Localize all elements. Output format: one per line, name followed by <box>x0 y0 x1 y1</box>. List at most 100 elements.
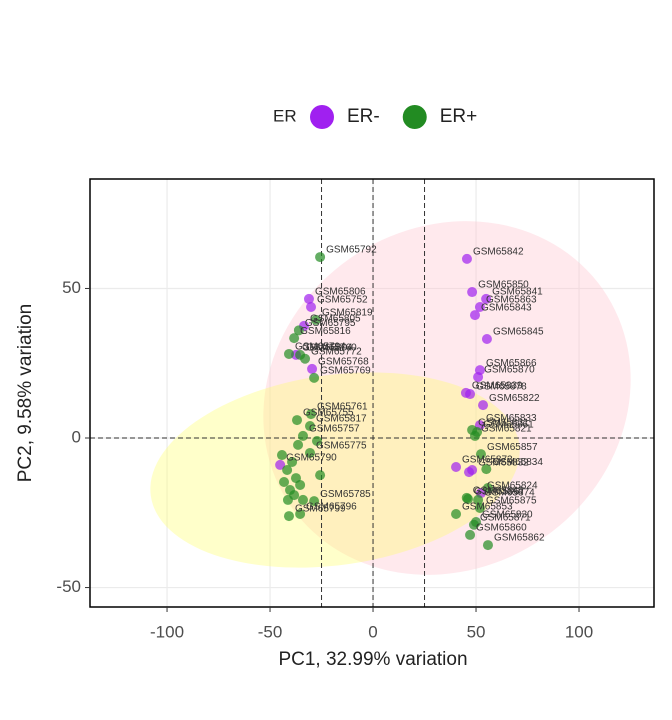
legend-key <box>310 105 334 129</box>
point <box>482 482 493 493</box>
point <box>461 253 472 264</box>
point-label: GSM65860 <box>476 523 527 534</box>
point <box>289 333 300 344</box>
point <box>481 464 492 475</box>
point <box>481 334 492 345</box>
x-tick-label: 50 <box>467 622 486 641</box>
point-label: GSM65816 <box>300 326 351 337</box>
x-tick-label: 0 <box>368 622 377 641</box>
point-label: GSM65794 <box>295 342 346 353</box>
point-label: GSM65785 <box>320 489 371 500</box>
point-label: GSM65834 <box>492 457 543 468</box>
point-label: GSM65757 <box>309 424 360 435</box>
y-axis-title: PC2, 9.58% variation <box>15 304 36 483</box>
point <box>475 449 486 460</box>
point <box>468 519 479 530</box>
point-label: GSM65772 <box>311 346 362 357</box>
point <box>297 430 308 441</box>
point-label: GSM65760 <box>306 343 357 354</box>
point <box>451 462 462 473</box>
point-label: GSM65831 <box>478 418 529 429</box>
point-label: GSM65841 <box>492 287 543 298</box>
point-label: GSM65871 <box>480 512 531 523</box>
point-label: GSM65850 <box>478 280 529 291</box>
point <box>482 540 493 551</box>
point <box>469 310 480 321</box>
point <box>306 409 317 420</box>
point-label: GSM65805 <box>310 313 361 324</box>
point <box>473 371 484 382</box>
point-label: GSM65817 <box>316 414 367 425</box>
point <box>309 372 320 383</box>
point <box>310 314 321 325</box>
point-label: GSM65806 <box>315 287 366 298</box>
point-label: GSM65833 <box>486 413 537 424</box>
legend: ER ER- ER+ <box>273 105 477 129</box>
point <box>293 325 304 336</box>
point-label: GSM65862 <box>494 533 545 544</box>
point-label: GSM65761 <box>317 402 368 413</box>
point <box>295 508 306 519</box>
point-label: GSM65768 <box>318 357 369 368</box>
point-label: GSM65822 <box>489 393 540 404</box>
point-label: GSM65799 <box>295 504 346 515</box>
ellipses <box>150 221 631 575</box>
ellipse-er-pos <box>150 372 520 568</box>
point-label: GSM65790 <box>286 453 337 464</box>
plot-border <box>89 178 655 608</box>
point-label: GSM65796 <box>306 502 357 513</box>
point-label: GSM65873 <box>462 455 513 466</box>
point-label: GSM65848 <box>473 485 524 496</box>
point-label: GSM65878 <box>476 382 527 393</box>
y-tick-label: -50 <box>56 577 81 596</box>
point-label: GSM65769 <box>320 366 371 377</box>
point <box>465 389 476 400</box>
point-label: GSM65867 <box>474 487 525 498</box>
point-label: GSM65804 <box>302 343 353 354</box>
point-label: GSM65842 <box>473 246 524 257</box>
point-label: GSM65866 <box>486 358 537 369</box>
x-tick-label: -50 <box>258 622 283 641</box>
point-label: GSM65875 <box>486 496 537 507</box>
axes: -100 -50 0 50 100 -50 0 50 <box>56 278 593 642</box>
point <box>464 467 475 478</box>
point-label: GSM65853 <box>462 502 513 513</box>
point <box>474 503 485 514</box>
point <box>287 456 298 467</box>
y-tick-label: 50 <box>62 278 81 297</box>
point-label: GSM65863 <box>486 295 537 306</box>
grid <box>90 179 654 607</box>
point <box>292 415 303 426</box>
point <box>279 476 290 487</box>
point <box>307 363 318 374</box>
point <box>315 252 326 263</box>
legend-label: ER+ <box>440 106 478 127</box>
point <box>303 293 314 304</box>
point <box>275 459 286 470</box>
point <box>276 450 287 461</box>
point <box>473 494 484 505</box>
y-tick-label: 0 <box>72 427 81 446</box>
point <box>304 421 315 432</box>
point <box>478 400 489 411</box>
reference-lines <box>90 179 654 607</box>
point <box>304 447 315 458</box>
point-label: GSM65861 <box>483 420 534 431</box>
point <box>282 494 293 505</box>
x-axis-title: PC1, 32.99% variation <box>278 649 467 670</box>
point-label: GSM65857 <box>487 442 538 453</box>
point-label: GSM65819 <box>322 308 373 319</box>
point-label: GSM65832 <box>478 458 529 469</box>
point-label: GSM65824 <box>487 481 538 492</box>
legend-title: ER <box>273 106 297 125</box>
point <box>306 302 317 313</box>
point <box>481 293 492 304</box>
point <box>295 479 306 490</box>
point-label: GSM65755 <box>303 408 354 419</box>
point <box>300 353 311 364</box>
point-label: GSM65830 <box>482 510 533 521</box>
point <box>315 470 326 481</box>
point-label: GSM65843 <box>481 303 532 314</box>
point <box>309 496 320 507</box>
